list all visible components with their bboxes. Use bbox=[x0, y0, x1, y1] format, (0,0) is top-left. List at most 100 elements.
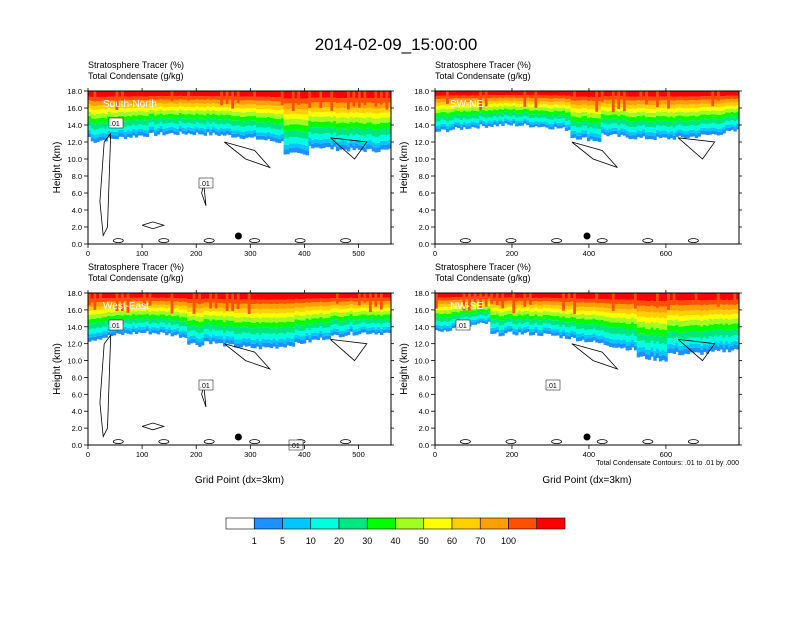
tracer-streak bbox=[94, 293, 97, 310]
tracer-streak bbox=[595, 91, 598, 112]
x-tick-label: 400 bbox=[298, 450, 311, 459]
tracer-streak bbox=[667, 91, 670, 109]
y-tick-label: 16.0 bbox=[67, 104, 82, 113]
tracer-streak bbox=[640, 91, 643, 100]
tracer-cell bbox=[176, 131, 179, 135]
tracer-streak bbox=[369, 293, 372, 312]
y-tick-label: 16.0 bbox=[67, 306, 82, 315]
tracer-streak bbox=[352, 91, 355, 106]
tracer-streak bbox=[347, 91, 350, 110]
y-tick-label: 6.0 bbox=[419, 189, 429, 198]
tracer-streak bbox=[330, 91, 333, 111]
y-tick-label: 2.0 bbox=[419, 223, 429, 232]
y-tick-label: 0.0 bbox=[72, 441, 82, 450]
x-tick-label: 100 bbox=[136, 249, 149, 258]
y-tick-label: 4.0 bbox=[72, 407, 82, 416]
panel-label: South-North bbox=[103, 99, 157, 110]
tracer-cell bbox=[306, 146, 309, 151]
tracer-cell bbox=[146, 133, 149, 137]
panel-label: SW-NE bbox=[450, 99, 483, 110]
contour-label: .01 bbox=[290, 443, 300, 450]
y-tick-label: 10.0 bbox=[67, 155, 82, 164]
x-tick-label: 600 bbox=[660, 249, 673, 258]
tracer-streak bbox=[358, 293, 361, 306]
y-tick-label: 6.0 bbox=[72, 189, 82, 198]
x-tick-label: 400 bbox=[583, 249, 596, 258]
tracer-streak bbox=[363, 91, 366, 105]
tracer-streak bbox=[573, 91, 576, 101]
tracer-cell bbox=[204, 132, 207, 136]
y-axis-label: Height (km) bbox=[52, 142, 63, 194]
tracer-streak bbox=[623, 91, 626, 111]
tracer-cell bbox=[347, 332, 350, 335]
contour-label: .01 bbox=[110, 323, 120, 330]
y-axis-label: Height (km) bbox=[399, 142, 410, 194]
tracer-streak bbox=[385, 91, 388, 109]
panel-title-line1: Stratosphere Tracer (%) bbox=[88, 262, 184, 272]
tracer-cell bbox=[306, 150, 309, 155]
tracer-streak bbox=[336, 293, 339, 304]
tracer-streak bbox=[237, 91, 240, 103]
contour-label: .01 bbox=[200, 383, 210, 390]
panel-title-line2: Total Condensate (g/kg) bbox=[435, 273, 531, 283]
tracer-streak bbox=[645, 91, 648, 104]
tracer-streak bbox=[617, 91, 620, 109]
y-tick-label: 8.0 bbox=[72, 172, 82, 181]
tracer-streak bbox=[446, 91, 449, 104]
x-tick-label: 100 bbox=[136, 450, 149, 459]
tracer-streak bbox=[363, 293, 366, 302]
tracer-streak bbox=[308, 91, 311, 108]
tracer-streak bbox=[171, 293, 174, 313]
x-tick-label: 400 bbox=[298, 249, 311, 258]
x-tick-label: 300 bbox=[244, 249, 257, 258]
tracer-streak bbox=[220, 91, 223, 105]
y-tick-label: 10.0 bbox=[67, 357, 82, 366]
tracer-cell bbox=[476, 126, 479, 129]
x-tick-label: 500 bbox=[352, 450, 365, 459]
y-tick-label: 8.0 bbox=[419, 172, 429, 181]
tracer-streak bbox=[319, 91, 322, 108]
x-tick-label: 300 bbox=[244, 450, 257, 459]
tracer-streak bbox=[612, 91, 615, 112]
y-tick-label: 12.0 bbox=[67, 138, 82, 147]
tracer-cell bbox=[328, 336, 331, 340]
x-tick-label: 500 bbox=[352, 249, 365, 258]
y-tick-label: 14.0 bbox=[67, 323, 82, 332]
tracer-streak bbox=[601, 91, 604, 102]
y-tick-label: 12.0 bbox=[414, 138, 429, 147]
location-marker bbox=[584, 233, 591, 240]
tracer-streak bbox=[215, 293, 218, 309]
y-tick-label: 16.0 bbox=[414, 104, 429, 113]
tracer-cell bbox=[598, 134, 601, 138]
tracer-streak bbox=[231, 293, 234, 311]
tracer-streak bbox=[237, 293, 240, 309]
tracer-cell bbox=[664, 356, 667, 361]
x-tick-label: 0 bbox=[86, 249, 90, 258]
y-axis-label: Height (km) bbox=[52, 343, 63, 395]
panel-west-east: Stratosphere Tracer (%)Total Condensate … bbox=[52, 262, 394, 486]
panel-title-line2: Total Condensate (g/kg) bbox=[88, 71, 184, 81]
contour-label: .01 bbox=[110, 121, 120, 128]
panels: Stratosphere Tracer (%) Total Condensate … bbox=[52, 60, 742, 486]
contour-label: .01 bbox=[200, 181, 210, 188]
panel-label: West-East bbox=[103, 301, 149, 312]
y-tick-label: 12.0 bbox=[67, 340, 82, 349]
tracer-streak bbox=[523, 91, 526, 107]
y-tick-label: 2.0 bbox=[72, 424, 82, 433]
tracer-streak bbox=[374, 91, 377, 107]
x-tick-label: 200 bbox=[190, 249, 203, 258]
tracer-cell bbox=[501, 123, 504, 126]
tracer-streak bbox=[297, 91, 300, 105]
tracer-streak bbox=[380, 293, 383, 309]
location-marker bbox=[235, 434, 242, 441]
y-tick-label: 4.0 bbox=[72, 206, 82, 215]
y-tick-label: 18.0 bbox=[67, 289, 82, 298]
tracer-cell bbox=[201, 341, 204, 345]
tracer-streak bbox=[656, 91, 659, 107]
tracer-streak bbox=[198, 293, 201, 304]
tracer-streak bbox=[248, 293, 251, 314]
tracer-cell bbox=[303, 339, 306, 343]
x-tick-label: 0 bbox=[433, 249, 437, 258]
